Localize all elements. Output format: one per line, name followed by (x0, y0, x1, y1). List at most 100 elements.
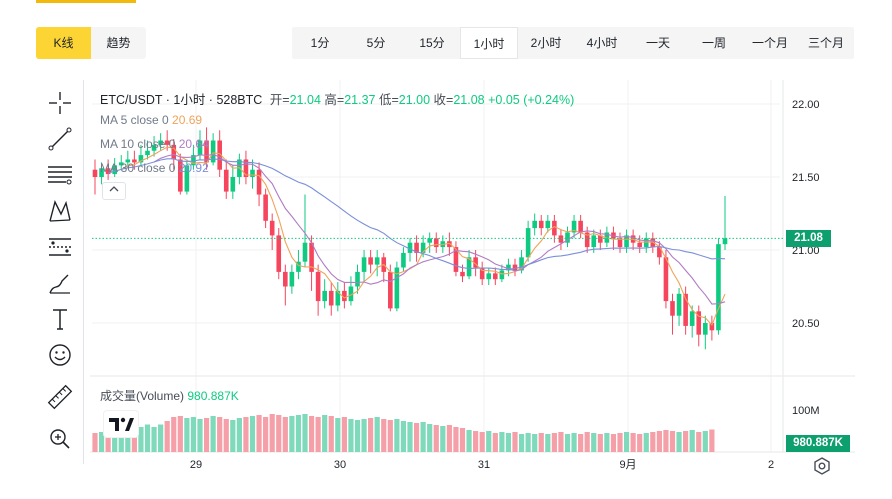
interval-4h[interactable]: 4小时 (586, 36, 618, 50)
volume-bar (637, 434, 643, 452)
candle-body (296, 261, 301, 272)
volume-bar (368, 418, 374, 452)
candle-body (210, 140, 216, 163)
settings-icon[interactable] (812, 456, 832, 476)
candle-body (703, 323, 708, 335)
candle-body (92, 169, 98, 177)
trendline-icon[interactable] (46, 125, 74, 153)
collapse-legend-button[interactable] (102, 182, 126, 200)
volume-bar (473, 431, 479, 452)
volume-bar (558, 432, 564, 452)
tab-trend[interactable]: 趋势 (106, 36, 131, 50)
candle-body (663, 257, 669, 302)
open-value: 21.04 (289, 93, 321, 107)
volume-bar (538, 433, 544, 452)
candle-body (158, 140, 163, 145)
view-toggle[interactable]: K线 趋势 (36, 27, 146, 59)
ma5-label: MA 5 close 0 (100, 113, 169, 127)
volume-bar (492, 433, 498, 452)
interval-1m[interactable]: 1分 (310, 36, 330, 50)
volume-bar (394, 419, 400, 452)
ma5-legend[interactable]: MA 5 close 0 20.69 (100, 113, 202, 127)
volume-bar (164, 421, 170, 452)
volume-bar (230, 420, 236, 452)
volume-bar (315, 417, 321, 452)
volume-bars (92, 414, 715, 452)
candle-body (565, 232, 570, 243)
interval-1mo[interactable]: 一个月 (751, 36, 788, 50)
candle-body (512, 264, 518, 271)
interval-1d[interactable]: 一天 (645, 36, 670, 50)
candle-body (486, 273, 492, 280)
interval-1w[interactable]: 一周 (701, 36, 726, 50)
candle-body (624, 235, 629, 248)
volume-bar (223, 419, 229, 452)
volume-bar (453, 427, 459, 452)
volume-bar (98, 432, 105, 452)
candle-body (447, 241, 452, 248)
volume-bar (486, 431, 492, 452)
volume-bar (217, 417, 223, 452)
interval-5m[interactable]: 5分 (366, 36, 386, 50)
candle-body (460, 271, 465, 277)
candle-body (250, 169, 255, 177)
low-label: 低= (378, 93, 399, 107)
text-icon[interactable] (46, 305, 74, 333)
volume-bar (669, 431, 676, 452)
candle-body (99, 168, 104, 177)
candle-body (617, 238, 623, 248)
candle-body (243, 159, 249, 177)
zoom-in-icon[interactable] (46, 425, 74, 453)
brush-icon[interactable] (46, 269, 74, 297)
candle-body (545, 220, 551, 229)
volume-bar (276, 415, 282, 452)
interval-2h[interactable]: 2小时 (530, 36, 562, 50)
volume-bar (623, 432, 630, 452)
volume-bar (413, 423, 420, 452)
measure-lines-icon[interactable] (46, 233, 74, 261)
candle-body (683, 293, 688, 326)
volume-bar (203, 418, 210, 452)
volume-bar (407, 422, 413, 452)
interval-15m[interactable]: 15分 (419, 36, 445, 50)
candle-body (499, 270, 505, 280)
pattern-icon[interactable] (46, 197, 74, 225)
candle-body (420, 242, 426, 253)
volume-bar (610, 434, 617, 452)
fib-lines-icon[interactable] (46, 161, 74, 189)
high-label: 高= (324, 93, 345, 107)
candle-body (716, 244, 721, 331)
volume-bar (505, 433, 512, 452)
price-axis-label: 21.50 (792, 172, 820, 184)
ruler-icon[interactable] (46, 383, 74, 411)
candle-body (506, 264, 511, 271)
volume-bar (236, 418, 242, 452)
candle-body (401, 252, 406, 268)
volume-value: 980.887K (187, 389, 239, 403)
candle-body (407, 242, 413, 253)
volume-bar (348, 419, 354, 452)
candle-body (525, 228, 531, 258)
volume-bar (144, 424, 151, 452)
volume-bar (289, 416, 295, 452)
volume-bar (545, 434, 551, 452)
volume-bar (656, 431, 662, 452)
volume-bar (282, 417, 288, 452)
tradingview-logo[interactable] (104, 411, 138, 437)
ma10-legend[interactable]: MA 10 close 0 20.64 (100, 137, 209, 151)
volume-bar (578, 434, 584, 452)
interval-1h[interactable]: 1小时 (460, 27, 518, 59)
interval-3mo[interactable]: 三个月 (807, 36, 844, 50)
candle-body (145, 150, 150, 156)
ma30-legend[interactable]: MA 30 close 0 20.92 (100, 161, 209, 175)
emoji-icon[interactable] (46, 341, 74, 369)
volume-bar (446, 425, 452, 452)
tab-kline[interactable]: K线 (36, 27, 91, 59)
volume-bar (689, 430, 695, 452)
volume-bar (322, 415, 328, 452)
volume-bar (295, 415, 302, 452)
volume-axis-label: 100M (792, 405, 820, 417)
crosshair-icon[interactable] (46, 89, 74, 117)
candle-body (164, 140, 170, 145)
